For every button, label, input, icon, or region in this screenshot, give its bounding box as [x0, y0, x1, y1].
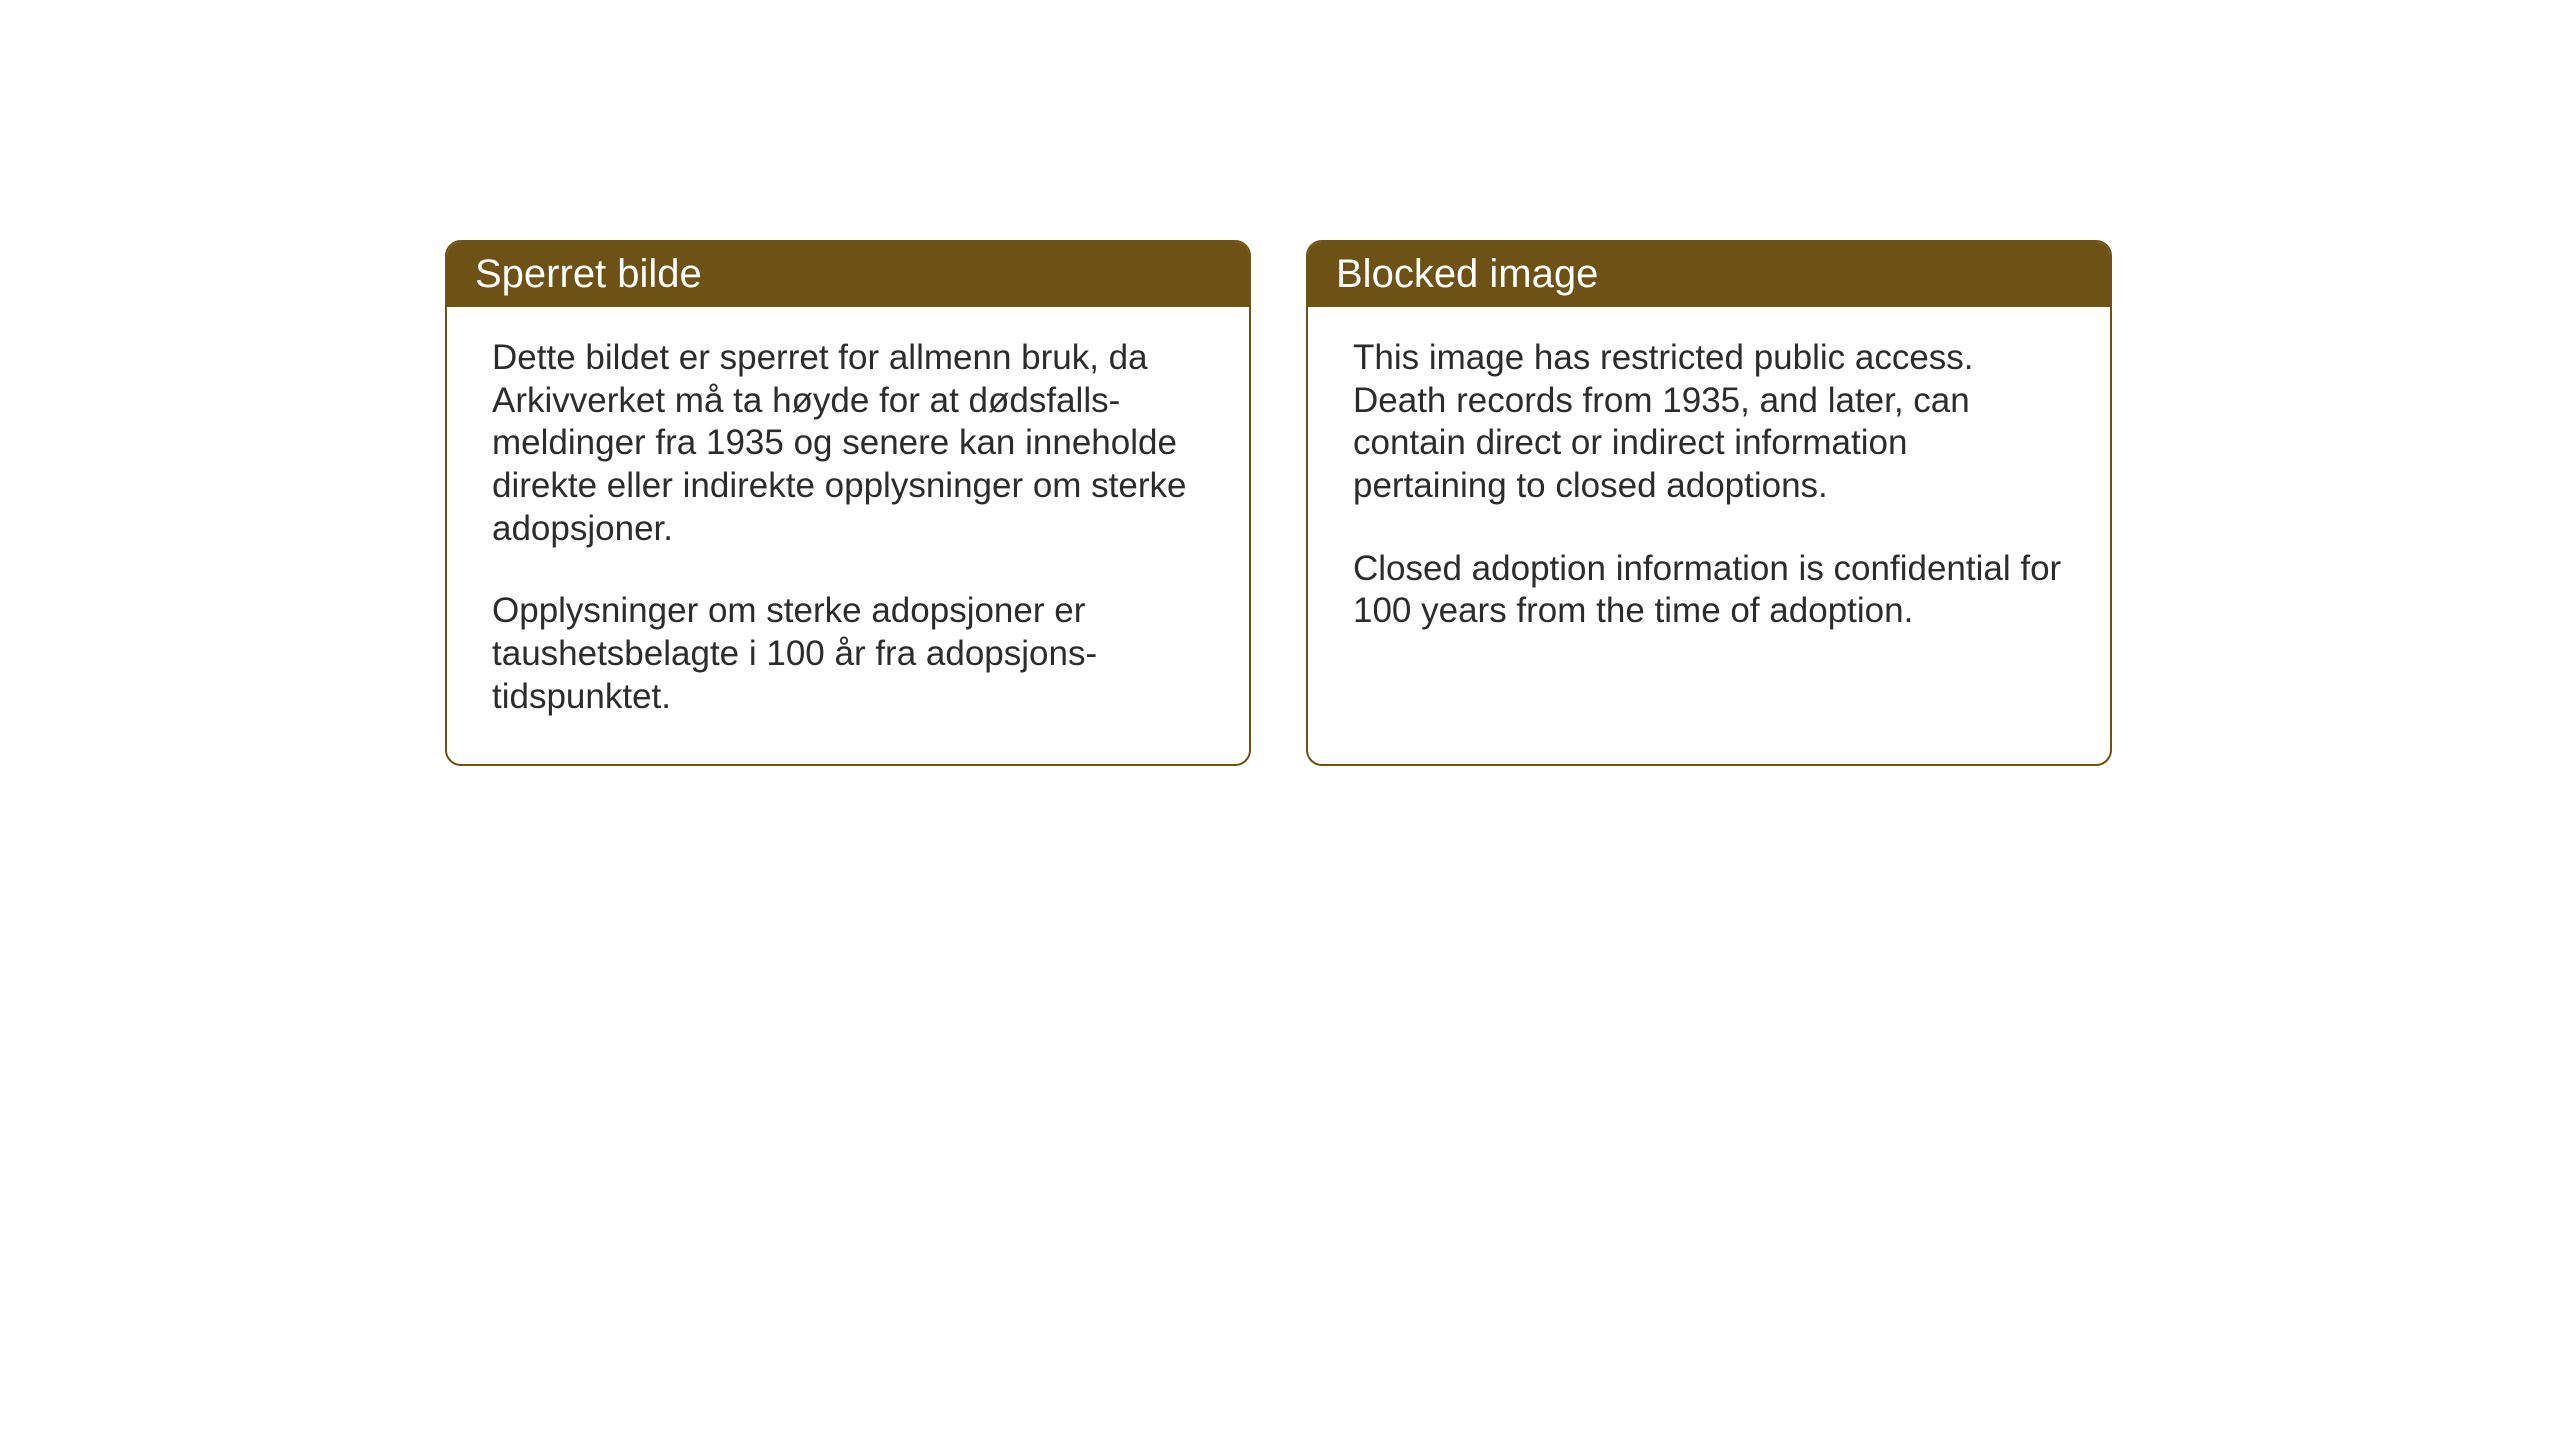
card-paragraph: Dette bildet er sperret for allmenn bruk…	[492, 337, 1204, 550]
card-paragraph: Opplysninger om sterke adopsjoner er tau…	[492, 590, 1204, 718]
card-title-english: Blocked image	[1336, 252, 1598, 296]
card-header-english: Blocked image	[1308, 242, 2110, 307]
card-paragraph: This image has restricted public access.…	[1353, 337, 2065, 508]
card-body-norwegian: Dette bildet er sperret for allmenn bruk…	[447, 307, 1249, 764]
card-header-norwegian: Sperret bilde	[447, 242, 1249, 307]
card-title-norwegian: Sperret bilde	[475, 252, 702, 296]
card-norwegian: Sperret bilde Dette bildet er sperret fo…	[445, 240, 1251, 766]
card-body-english: This image has restricted public access.…	[1308, 307, 2110, 678]
card-english: Blocked image This image has restricted …	[1306, 240, 2112, 766]
card-paragraph: Closed adoption information is confident…	[1353, 548, 2065, 633]
cards-container: Sperret bilde Dette bildet er sperret fo…	[445, 240, 2112, 766]
